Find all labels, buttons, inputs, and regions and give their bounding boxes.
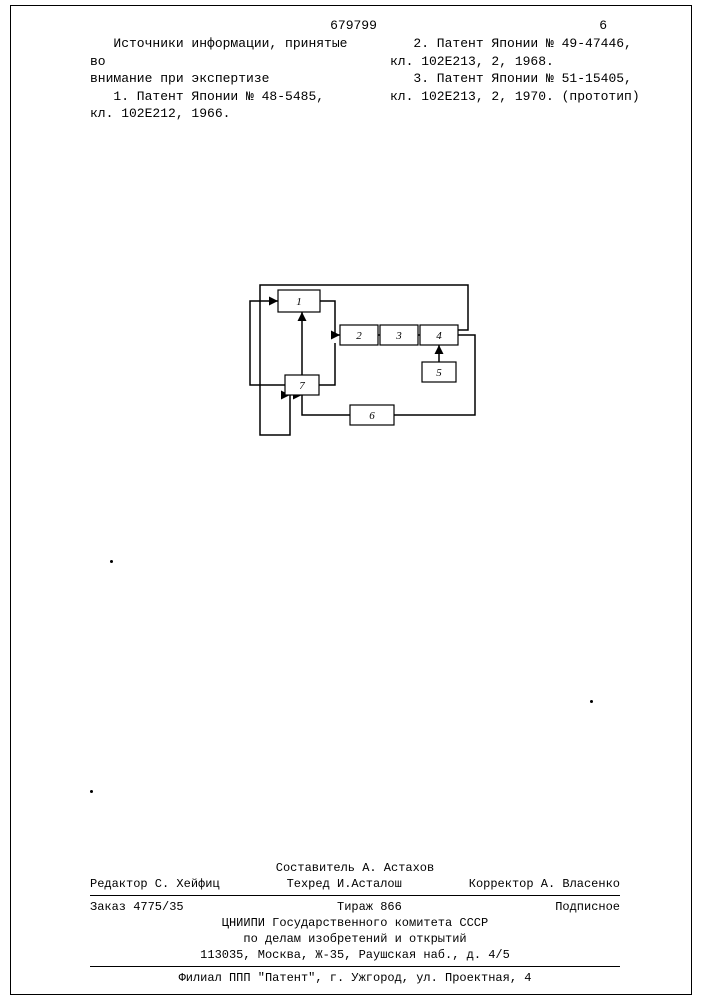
org1: ЦНИИПИ Государственного комитета СССР [90, 915, 620, 931]
dot-artifact [90, 790, 93, 793]
corrector: Корректор А. Власенко [469, 877, 620, 891]
podpisnoe: Подписное [555, 900, 620, 914]
svg-text:3: 3 [395, 330, 402, 342]
techred: Техред И.Асталош [287, 877, 402, 891]
page-frame [10, 5, 692, 995]
patent-number: 679799 [330, 18, 377, 33]
svg-text:6: 6 [369, 410, 375, 422]
dot-artifact [590, 700, 593, 703]
diagram-svg: 1 2 3 4 5 6 7 [220, 280, 500, 470]
text-columns: Источники информации, принятые во вниман… [30, 35, 670, 123]
divider-1 [90, 895, 620, 896]
block-diagram: 1 2 3 4 5 6 7 [220, 280, 500, 470]
svg-text:1: 1 [296, 296, 302, 308]
order-row: Заказ 4775/35 Тираж 866 Подписное [90, 899, 620, 915]
addr1: 113035, Москва, Ж-35, Раушская наб., д. … [90, 947, 620, 963]
svg-text:5: 5 [436, 367, 442, 379]
org2: по делам изобретений и открытий [90, 931, 620, 947]
dot-artifact [110, 560, 113, 563]
filial: Филиал ППП "Патент", г. Ужгород, ул. Про… [90, 970, 620, 986]
footer: Составитель А. Астахов Редактор С. Хейфи… [90, 860, 620, 986]
svg-text:4: 4 [436, 330, 442, 342]
svg-text:7: 7 [299, 380, 305, 392]
editor: Редактор С. Хейфиц [90, 877, 220, 891]
page-number-right: 6 [599, 18, 607, 33]
svg-text:2: 2 [356, 330, 362, 342]
right-column-text: 2. Патент Японии № 49-47446, кл. 102Е213… [390, 35, 670, 123]
divider-2 [90, 966, 620, 967]
order: Заказ 4775/35 [90, 900, 184, 914]
page: 679799 6 Источники информации, принятые … [0, 0, 707, 1000]
credits-row: Редактор С. Хейфиц Техред И.Асталош Корр… [90, 876, 620, 892]
compiler-line: Составитель А. Астахов [90, 860, 620, 876]
tirazh: Тираж 866 [337, 900, 402, 914]
left-column-text: Источники информации, принятые во вниман… [30, 35, 370, 123]
